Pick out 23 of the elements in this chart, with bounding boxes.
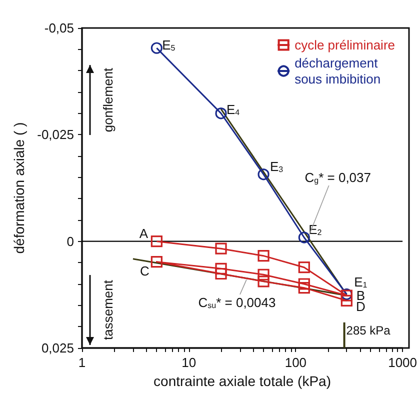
annotation: gonflement bbox=[100, 67, 116, 132]
y-tick-label: -0,025 bbox=[37, 127, 74, 142]
legend-label: cycle préliminaire bbox=[294, 38, 395, 52]
x-tick-label: 10 bbox=[182, 355, 196, 370]
annotation: A bbox=[139, 226, 148, 241]
annotation: E4 bbox=[226, 102, 240, 117]
annotation: C bbox=[140, 263, 150, 278]
y-tick-label: 0 bbox=[66, 234, 74, 249]
annotation: Csu* = 0,0043 bbox=[198, 294, 276, 310]
x-tick-label: 100 bbox=[284, 355, 307, 370]
annotation: E3 bbox=[270, 158, 284, 174]
annotation: E5 bbox=[162, 38, 176, 53]
x-tick-label: 1 bbox=[78, 355, 86, 370]
y-axis-title: déformation axiale ( ) bbox=[11, 122, 28, 254]
annotation: Cg* = 0,037 bbox=[304, 170, 371, 185]
y-tick-label: -0,05 bbox=[44, 20, 74, 36]
x-axis-title: contrainte axiale totale (kPa) bbox=[154, 373, 331, 389]
annotation: E1 bbox=[354, 274, 368, 290]
y-tick-label: 0,025 bbox=[41, 340, 74, 356]
legend-label: déchargement sous imbibition bbox=[294, 56, 381, 86]
annotation: tassement bbox=[100, 280, 116, 340]
x-tick-label: 1000 bbox=[388, 355, 417, 370]
ref-line-label: 285 kPa bbox=[346, 323, 391, 338]
